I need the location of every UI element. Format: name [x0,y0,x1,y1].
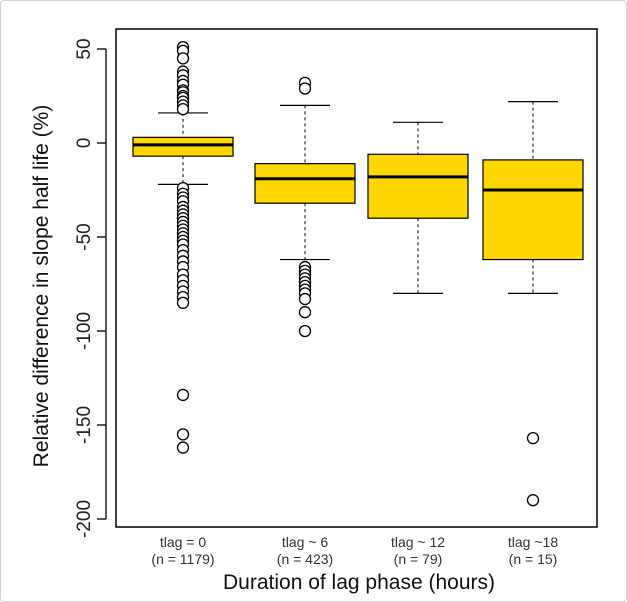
outlier-point [526,494,540,507]
outlier-point [176,52,190,65]
box-iqr [254,163,356,204]
y-axis-title: Relative difference in slope half life (… [30,105,53,468]
y-tick-label: -100 [74,312,95,350]
outlier-point [176,441,190,454]
x-category-label: tlag ~18 [508,534,558,550]
box-group [132,40,584,507]
y-axis: 50 0 -50 -100 -150 -200 [74,38,107,538]
y-tick-label: 50 [74,38,95,59]
outlier-point [298,324,312,338]
y-tick-label: -200 [74,500,95,538]
outlier-point [298,292,312,306]
y-tick-label: -150 [74,406,95,444]
x-axis-labels: tlag = 0(n = 1179) tlag ~ 6(n = 423) tlag … [151,534,558,567]
x-axis-title: Duration of lag phase (hours) [223,571,495,594]
x-category-label: tlag ~ 12 [391,534,445,550]
outlier-point [176,103,190,116]
box-iqr [367,153,469,219]
outlier-point [298,306,312,319]
outlier-point [176,296,190,309]
outlier-point [176,388,190,402]
x-category-label: tlag ~ 6 [282,534,329,550]
y-tick-label: 0 [74,138,95,149]
x-category-count: (n = 423) [277,551,333,567]
y-tick-label: -50 [74,223,95,250]
box-iqr [482,159,584,261]
outlier-point [298,82,312,95]
plot-area-border [115,28,598,528]
outlier-point [176,428,190,441]
box-iqr [132,136,234,157]
x-category-count: (n = 1179) [151,551,214,567]
x-category-label: tlag = 0 [160,534,207,550]
x-category-count: (n = 79) [394,551,443,567]
outlier-point [526,432,540,445]
x-category-count: (n = 15) [509,551,558,567]
